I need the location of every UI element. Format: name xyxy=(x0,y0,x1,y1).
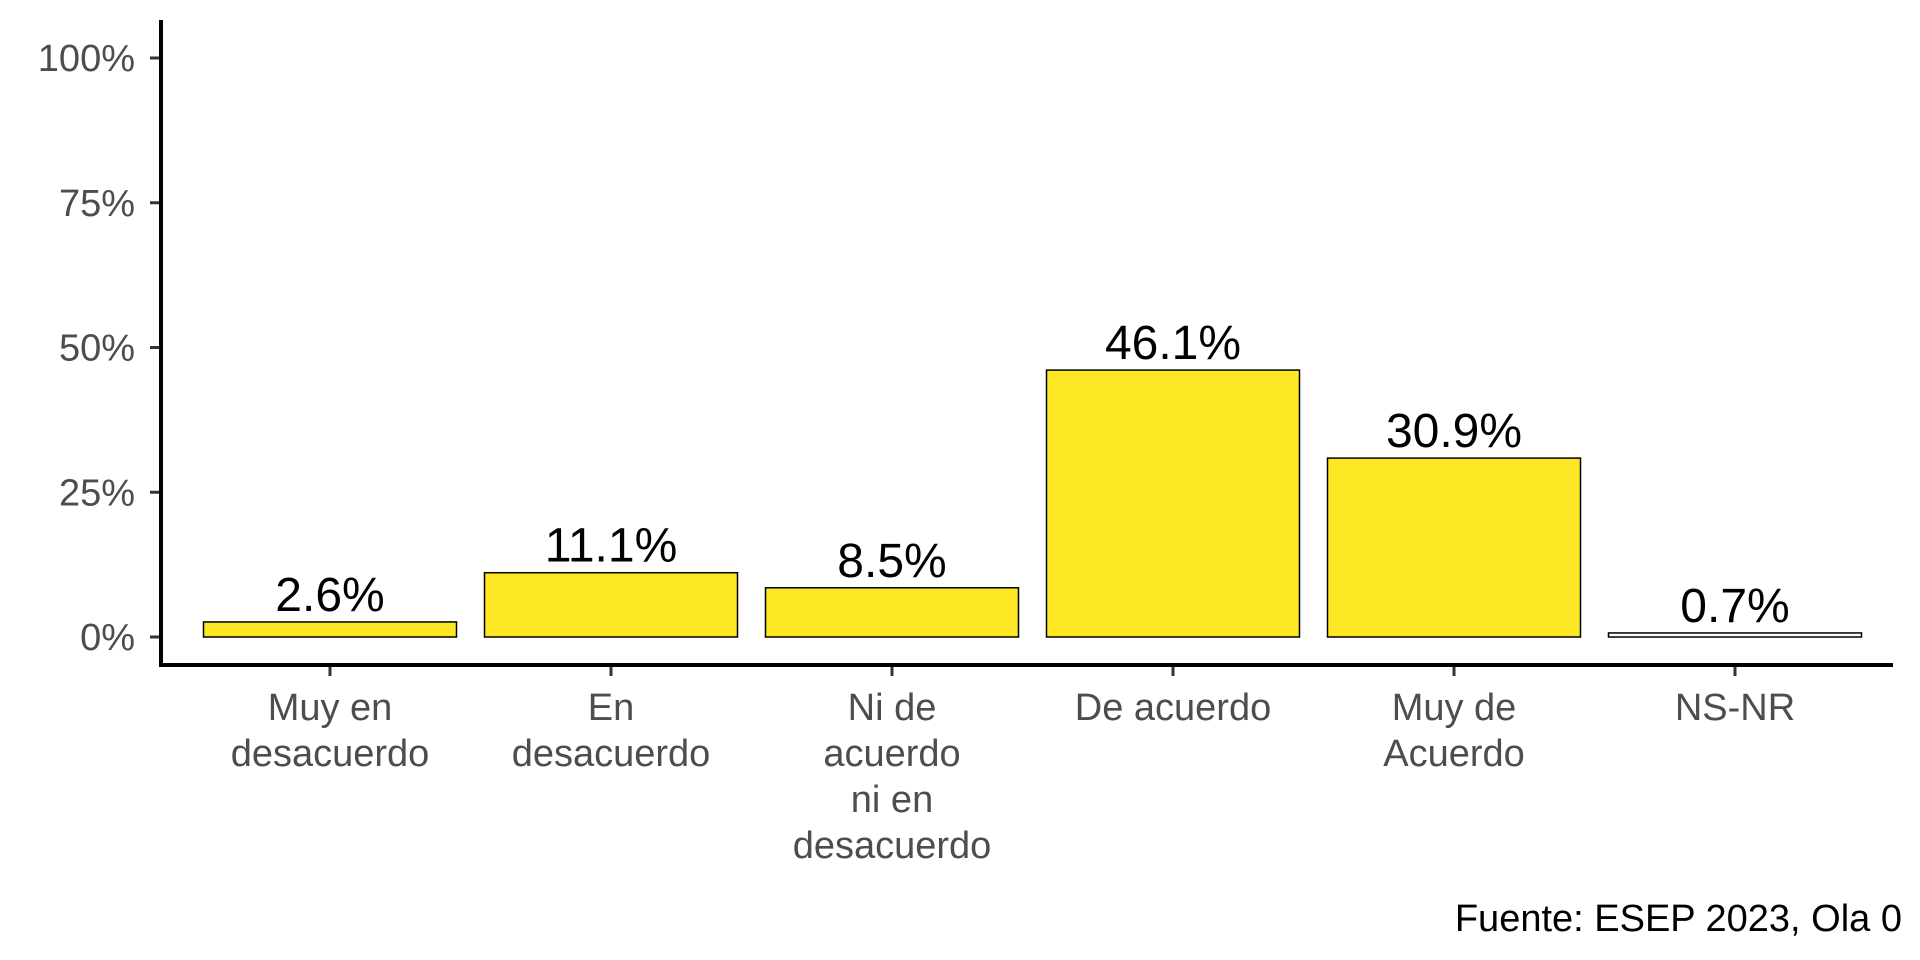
bar-value-label: 46.1% xyxy=(1105,317,1241,370)
y-axis-ticks: 0% 25% 50% 75% 100% xyxy=(38,38,161,659)
bar-value-label: 8.5% xyxy=(837,535,946,588)
x-tick-label: NS-NR xyxy=(1675,687,1795,729)
bar-value-label: 11.1% xyxy=(545,520,678,573)
bar-value-label: 30.9% xyxy=(1386,405,1522,458)
bar xyxy=(764,587,1020,638)
bar xyxy=(1045,369,1301,638)
bar xyxy=(483,571,739,638)
x-tick-label: De acuerdo xyxy=(1075,687,1271,729)
bar xyxy=(202,621,458,638)
y-tick-label: 50% xyxy=(59,328,135,370)
x-tick-label: Muy de Acuerdo xyxy=(1383,687,1525,775)
bar xyxy=(1326,457,1582,638)
x-tick-label: Ni de acuerdo ni en desacuerdo xyxy=(793,687,992,867)
x-axis-ticks: Muy en desacuerdo En desacuerdo Ni de acuerdo… xyxy=(231,665,1795,867)
y-tick-label: 100% xyxy=(38,38,135,80)
bar-value-labels: 2.6% 11.1% 8.5% 46.1% 30.9% 0.7% xyxy=(275,317,1789,633)
bars xyxy=(202,369,1863,638)
bar xyxy=(1607,632,1863,638)
source-caption: Fuente: ESEP 2023, Ola 0 xyxy=(1455,898,1902,940)
y-tick-label: 0% xyxy=(80,617,135,659)
bar-value-label: 0.7% xyxy=(1680,580,1789,633)
bar-value-label: 2.6% xyxy=(275,569,384,622)
y-tick-label: 25% xyxy=(59,472,135,514)
x-tick-label: En desacuerdo xyxy=(512,687,711,775)
y-tick-label: 75% xyxy=(59,183,135,225)
x-tick-label: Muy en desacuerdo xyxy=(231,687,430,775)
